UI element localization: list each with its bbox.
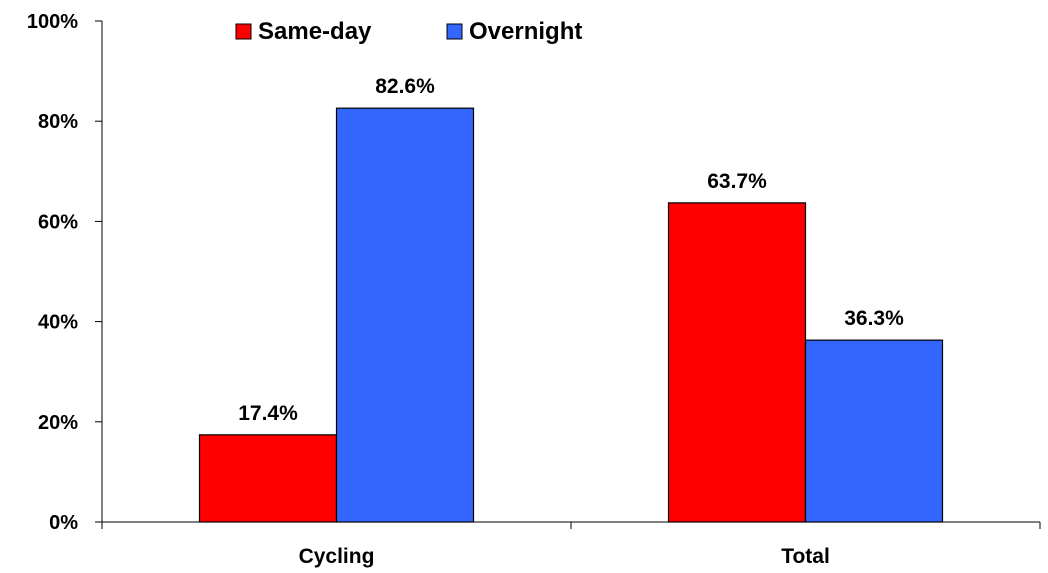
y-axis: 0% 20% 40% 60% 80% 100% [27, 11, 103, 534]
bar-value-label: 63.7% [707, 170, 767, 193]
bar-overnight-total [804, 339, 944, 523]
x-axis: Cycling Total [101, 521, 1041, 568]
bar-same-day-total [667, 202, 807, 523]
legend-swatch [235, 23, 252, 40]
legend-label: Same-day [258, 18, 372, 45]
y-tick-label: 60% [38, 211, 78, 233]
legend-swatch [446, 23, 463, 40]
x-tick-label: Cycling [299, 545, 375, 568]
data-labels: 17.4% 82.6% 63.7% 36.3% [238, 75, 904, 425]
y-tick-label: 20% [38, 412, 78, 434]
legend: Same-day Overnight [235, 18, 582, 45]
y-tick-label: 80% [38, 111, 78, 133]
bars [198, 107, 944, 523]
bar-value-label: 82.6% [375, 75, 435, 98]
x-tick-label: Total [781, 545, 830, 568]
legend-label: Overnight [469, 18, 582, 45]
y-tick-label: 100% [27, 11, 78, 33]
bar-value-label: 36.3% [844, 307, 904, 330]
bar-value-label: 17.4% [238, 402, 298, 425]
bar-same-day-cycling [198, 434, 338, 523]
y-tick-label: 40% [38, 312, 78, 334]
bar-overnight-cycling [335, 107, 475, 523]
y-tick-label: 0% [49, 512, 78, 534]
